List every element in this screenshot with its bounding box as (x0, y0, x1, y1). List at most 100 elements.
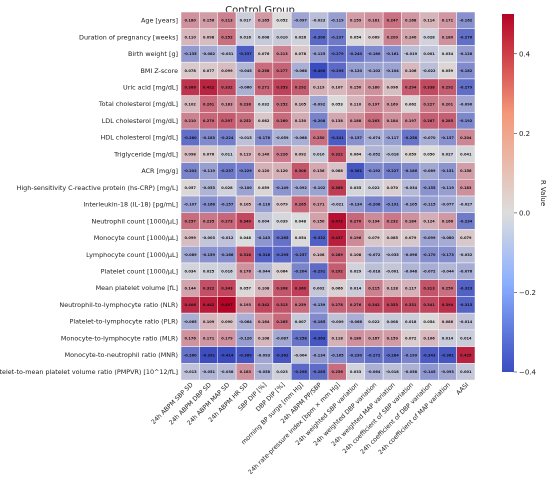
cell-value: -0.072 (368, 253, 381, 257)
cell-value: -0.107 (184, 203, 197, 207)
row-label: Mean platelet volume [fL] (96, 284, 178, 292)
cell-value: -0.115 (423, 203, 436, 207)
colorbar-label: R Value (539, 180, 547, 206)
cell-value: 0.106 (423, 337, 435, 341)
cell-value: -0.208 (368, 203, 381, 207)
cell-value: -0.157 (221, 203, 234, 207)
cell-value: 0.166 (442, 219, 454, 223)
cell-value: -0.093 (257, 353, 270, 357)
cell-value: 0.001 (460, 370, 472, 374)
cell-value: -0.092 (294, 186, 307, 190)
cell-value: 0.059 (405, 153, 417, 157)
cell-value: 0.109 (203, 320, 215, 324)
cell-value: -0.087 (276, 337, 289, 341)
cell-value: 0.022 (368, 320, 380, 324)
chart-title: Control Group (225, 5, 295, 16)
row-labels: Age [years] Duration of pregnancy [weeks]… (0, 17, 178, 376)
cell-value: -0.044 (257, 270, 270, 274)
cell-value: -0.149 (276, 186, 289, 190)
cell-value: 0.017 (240, 19, 252, 23)
cell-value: -0.230 (349, 353, 362, 357)
cell-value: 0.197 (368, 102, 380, 106)
cell-value: -0.134 (312, 353, 325, 357)
cell-value: 0.258 (258, 69, 270, 73)
colorbar-tick-label: −0.2 (519, 289, 536, 297)
cell-value: -0.157 (349, 136, 362, 140)
cell-value: -0.191 (386, 203, 399, 207)
cell-value: 0.069 (368, 35, 380, 39)
cell-value: 0.107 (332, 86, 344, 90)
cell-value: 0.183 (221, 102, 233, 106)
cell-value: 0.052 (276, 19, 288, 23)
cell-value: 0.181 (368, 19, 380, 23)
row-label: Platelet-to-lymphocyte ratio (PLR) (69, 318, 178, 326)
cell-value: 0.090 (221, 320, 233, 324)
cell-value: -0.019 (404, 52, 417, 56)
cell-value: -0.234 (459, 219, 472, 223)
cell-value: -0.183 (202, 136, 215, 140)
cell-value: -0.165 (331, 353, 344, 357)
row-label: ACR [mg/g] (141, 167, 178, 175)
cell-value: 0.022 (368, 186, 380, 190)
cell-value: 0.277 (276, 69, 288, 73)
cell-value: 0.136 (313, 169, 325, 173)
cell-value: -0.012 (221, 236, 234, 240)
cell-value: -0.076 (459, 270, 472, 274)
cell-value: 0.287 (423, 119, 435, 123)
cell-value: 0.041 (460, 153, 472, 157)
row-label: Neutrophil count [1000/µL] (92, 217, 178, 225)
cell-value: 0.313 (276, 303, 288, 307)
cell-value: -0.298 (294, 370, 307, 374)
cell-value: -0.048 (404, 270, 417, 274)
cell-value: -0.363 (312, 337, 325, 341)
cell-value: 0.054 (350, 35, 362, 39)
cell-value: -0.170 (423, 253, 436, 257)
cell-value: 0.338 (423, 86, 435, 90)
cell-value: -0.265 (276, 236, 289, 240)
cell-value: -0.295 (331, 69, 344, 73)
cell-value: -0.258 (294, 337, 307, 341)
cell-value: -0.192 (368, 169, 381, 173)
cell-value: -0.120 (349, 69, 362, 73)
cell-value: -0.093 (441, 370, 454, 374)
cell-value: 0.168 (405, 19, 417, 23)
cell-value: 0.023 (276, 370, 288, 374)
cell-value: 0.076 (258, 52, 270, 56)
row-label: Monocyte count [1000/µL] (94, 234, 178, 242)
cell-value: 0.332 (221, 86, 233, 90)
colorbar-tick-label: 0.4 (519, 50, 531, 58)
cell-value: 0.341 (423, 303, 435, 307)
cell-value: 0.025 (203, 270, 215, 274)
cell-value: -0.125 (312, 52, 325, 56)
cell-value: 0.120 (258, 169, 270, 173)
cell-value: 0.119 (313, 86, 325, 90)
cell-value: 0.256 (332, 370, 344, 374)
cell-value: 0.108 (313, 253, 325, 257)
cell-value: -0.120 (239, 337, 252, 341)
cell-value: 0.297 (221, 119, 233, 123)
cell-value: -0.099 (423, 236, 436, 240)
cell-value: 0.176 (185, 337, 197, 341)
cell-value: -0.341 (331, 136, 344, 140)
cell-value: -0.102 (368, 69, 381, 73)
cell-value: 0.070 (387, 186, 399, 190)
cell-value: -0.204 (294, 270, 307, 274)
cell-value: 0.259 (295, 303, 307, 307)
cell-value: 0.318 (240, 253, 252, 257)
cell-value: 0.179 (221, 337, 233, 341)
cell-value: -0.229 (239, 169, 252, 173)
cell-value: 0.263 (368, 119, 380, 123)
cell-value: -0.064 (368, 370, 381, 374)
cell-value: 0.265 (276, 320, 288, 324)
cell-value: -0.100 (239, 186, 252, 190)
cell-value: -0.208 (312, 119, 325, 123)
cell-value: -0.064 (239, 320, 252, 324)
cell-value: 0.014 (460, 337, 472, 341)
cell-value: -0.185 (312, 320, 325, 324)
cell-value: 0.059 (258, 186, 270, 190)
cell-value: 0.007 (295, 320, 307, 324)
cell-value: -0.227 (386, 169, 399, 173)
cell-value: -0.173 (441, 253, 454, 257)
row-label: LDL cholesterol [mg/dL] (102, 117, 178, 125)
cell-value: -0.224 (221, 136, 234, 140)
